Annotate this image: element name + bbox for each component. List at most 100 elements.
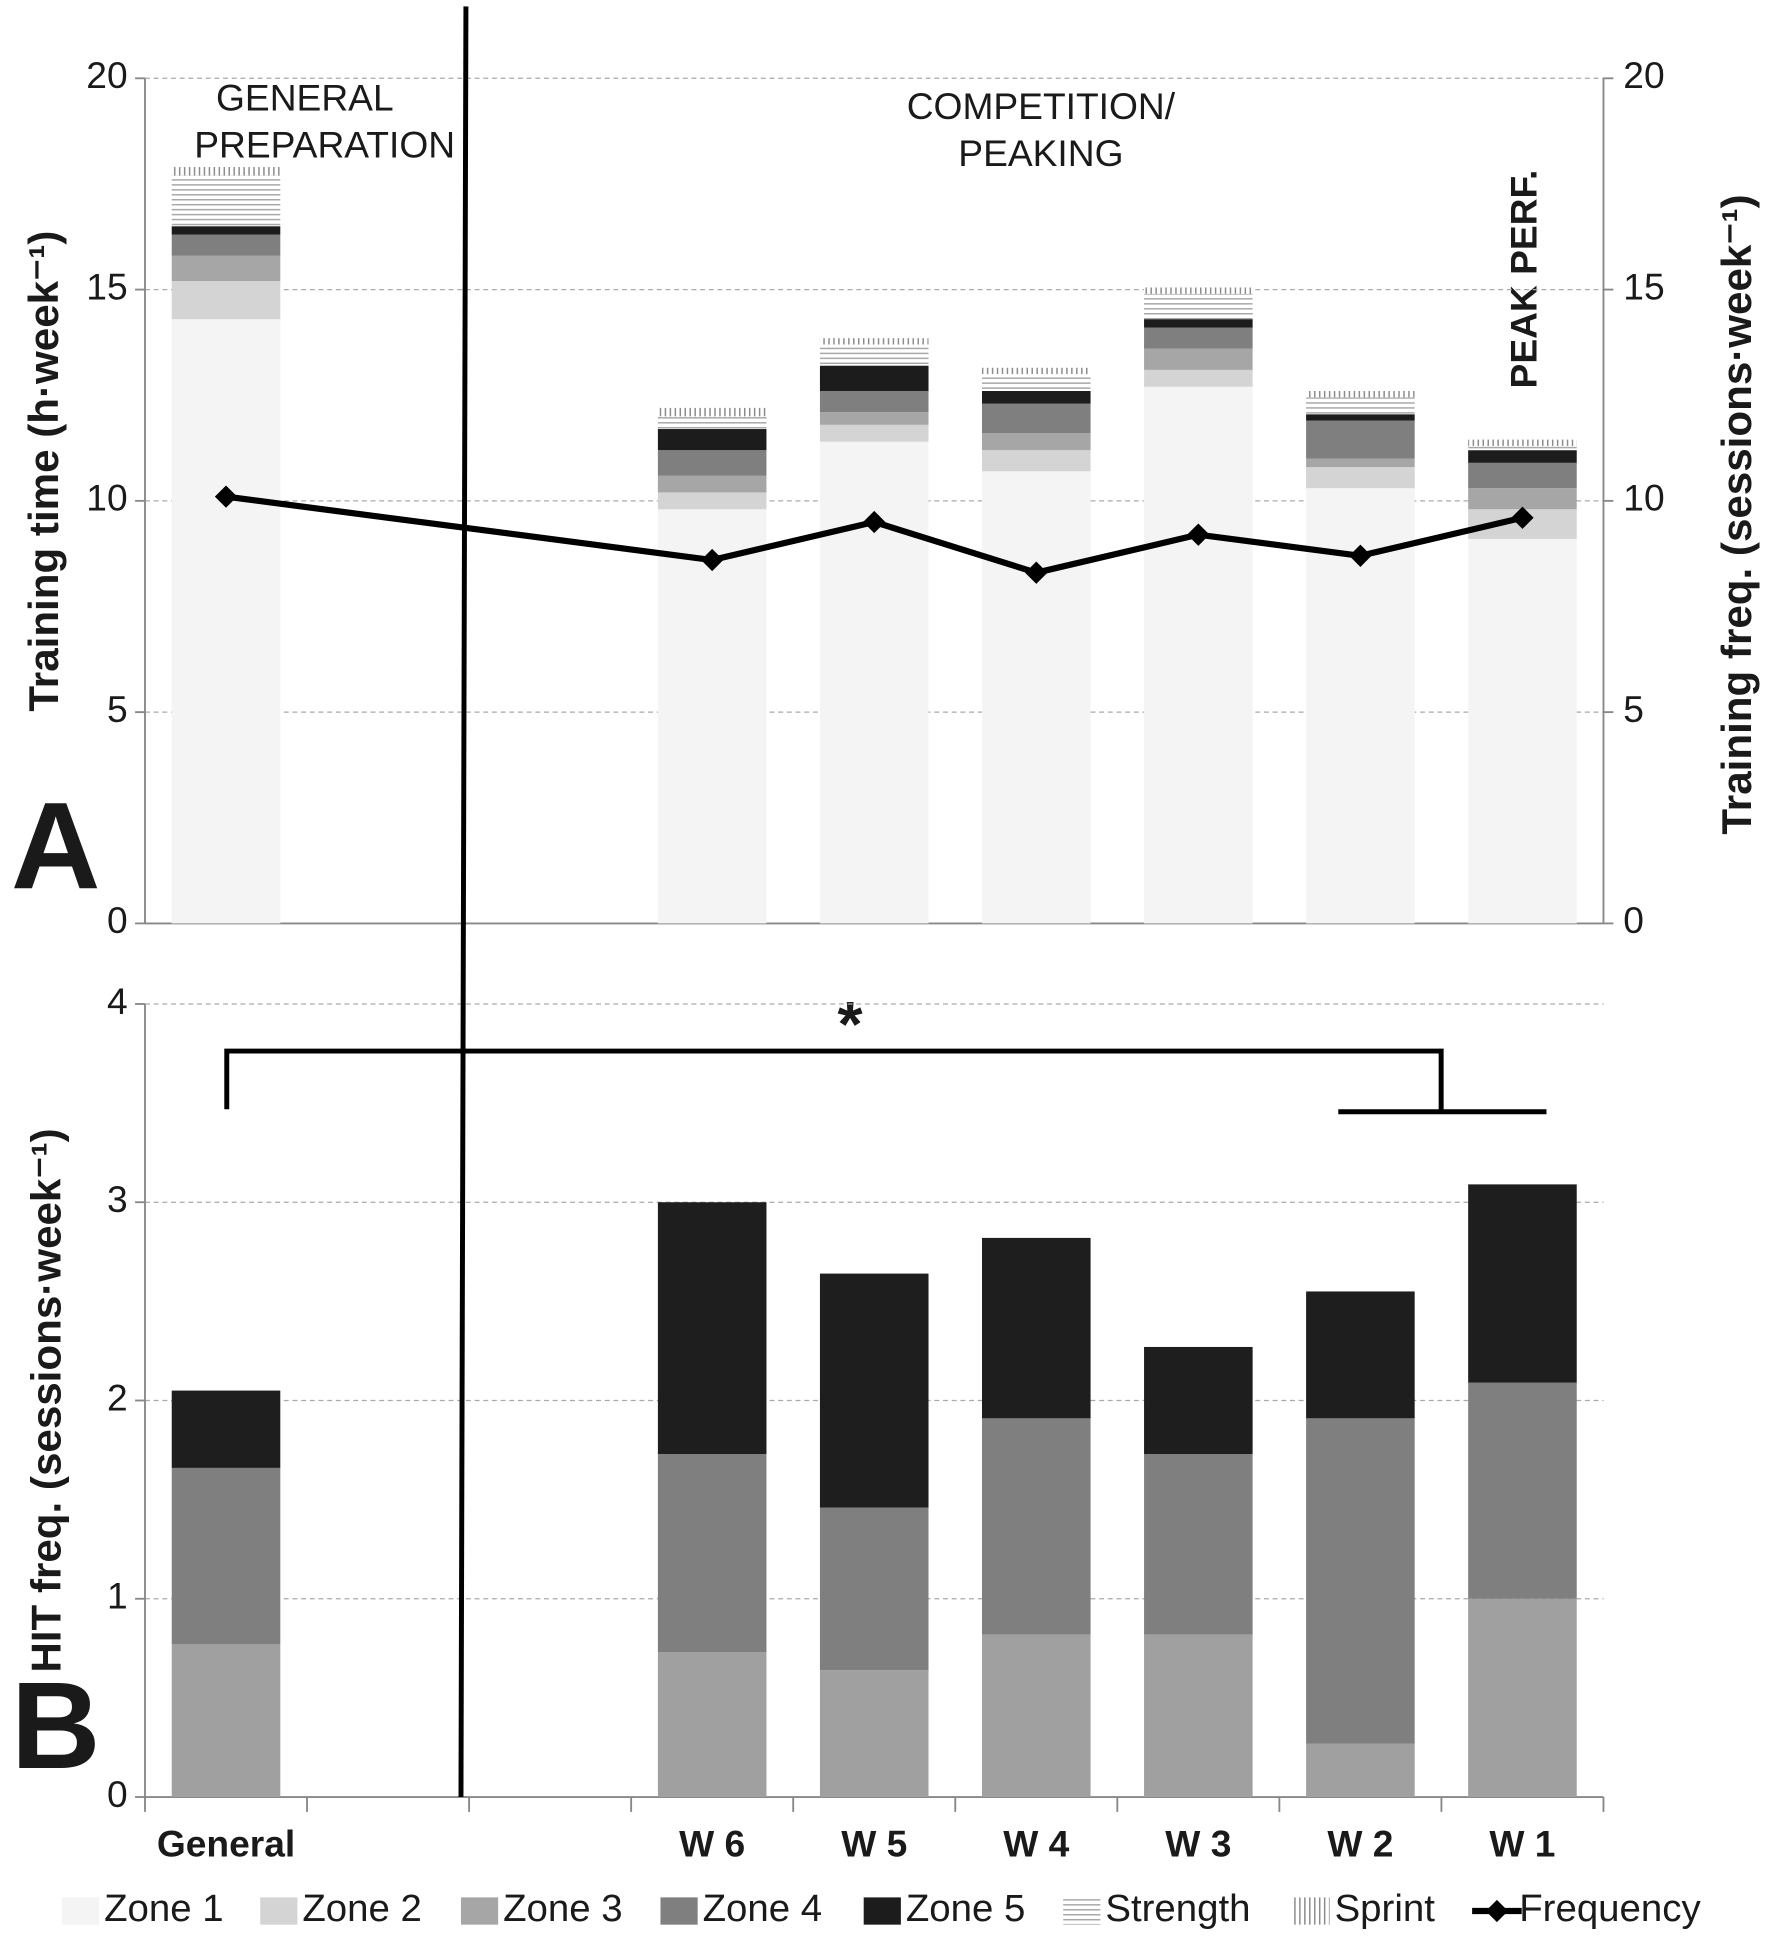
y-axis-title: Training time (h·week⁻¹) bbox=[20, 231, 67, 712]
bar-segment bbox=[171, 1467, 281, 1645]
panel-label: A bbox=[11, 777, 100, 915]
y-tick-label: 10 bbox=[86, 477, 127, 519]
bar-segment bbox=[1468, 462, 1577, 489]
line-marker bbox=[1025, 561, 1048, 584]
y2-tick-label: 15 bbox=[1623, 265, 1664, 307]
bar-segment bbox=[657, 1652, 767, 1798]
x-tick-label: General bbox=[157, 1822, 295, 1864]
x-tick-label: W 4 bbox=[1003, 1822, 1069, 1864]
y-tick-label: 2 bbox=[107, 1376, 128, 1418]
y2-tick-label: 10 bbox=[1623, 477, 1664, 519]
bar-segment bbox=[1306, 390, 1415, 398]
significance-star: * bbox=[838, 988, 863, 1060]
y-tick-label: 0 bbox=[107, 899, 128, 941]
y-tick-label: 0 bbox=[107, 1773, 128, 1815]
legend-swatch bbox=[1063, 1897, 1101, 1925]
bar-segment bbox=[981, 433, 1091, 451]
bar-segment bbox=[657, 492, 767, 510]
line-marker bbox=[214, 485, 238, 508]
line-marker bbox=[863, 510, 886, 534]
bar-segment bbox=[981, 374, 1091, 391]
bar-segment bbox=[1468, 439, 1577, 446]
y-tick-label: 1 bbox=[107, 1575, 128, 1617]
legend-marker bbox=[1485, 1899, 1509, 1923]
legend-label: Frequency bbox=[1519, 1887, 1701, 1930]
bar-segment bbox=[819, 338, 929, 345]
bar-segment bbox=[819, 412, 929, 425]
legend-label: Zone 3 bbox=[503, 1887, 623, 1930]
legend-label: Strength bbox=[1105, 1887, 1250, 1930]
bar-segment bbox=[1144, 348, 1253, 370]
annotation: COMPETITION/ bbox=[907, 85, 1176, 127]
bar-segment bbox=[171, 1644, 281, 1798]
bar-segment bbox=[171, 255, 281, 282]
bar-segment bbox=[171, 319, 281, 924]
y2-tick-label: 5 bbox=[1623, 688, 1644, 730]
y-tick-label: 5 bbox=[107, 688, 128, 730]
y2-tick-label: 20 bbox=[1623, 54, 1664, 96]
bar-segment bbox=[981, 1634, 1091, 1798]
x-tick-label: W 3 bbox=[1165, 1822, 1231, 1864]
y-tick-label: 20 bbox=[86, 54, 127, 96]
y2-tick-label: 0 bbox=[1623, 899, 1644, 941]
bar-segment bbox=[1468, 538, 1577, 924]
line-marker bbox=[701, 548, 724, 572]
bar-segment bbox=[1144, 1634, 1253, 1798]
bar-segment bbox=[1144, 386, 1253, 924]
bar-segment bbox=[1306, 1418, 1415, 1744]
bar-segment bbox=[1306, 420, 1415, 459]
bar-segment bbox=[1306, 467, 1415, 489]
legend-label: Zone 5 bbox=[906, 1887, 1026, 1930]
bar-segment bbox=[1468, 1184, 1577, 1383]
bar-segment bbox=[1306, 397, 1415, 415]
bar-segment bbox=[171, 234, 281, 256]
bar-segment bbox=[819, 1273, 929, 1508]
bar-segment bbox=[657, 416, 767, 430]
phase-divider bbox=[458, 6, 469, 1798]
bar-segment bbox=[1306, 414, 1415, 421]
y-tick-label: 15 bbox=[86, 265, 127, 307]
legend-label: Zone 4 bbox=[703, 1887, 823, 1930]
y-axis-title: HIT freq. (sessions·week⁻¹) bbox=[23, 1128, 70, 1672]
bar-segment bbox=[171, 1390, 281, 1468]
bar-segment bbox=[1468, 445, 1577, 451]
bar-segment bbox=[657, 1454, 767, 1653]
bar-segment bbox=[657, 509, 767, 924]
legend-swatch bbox=[260, 1897, 298, 1925]
legend-swatch bbox=[61, 1897, 100, 1925]
bar-segment bbox=[1468, 488, 1577, 510]
bar-segment bbox=[981, 471, 1091, 924]
legend-swatch bbox=[1292, 1897, 1330, 1925]
bar-segment bbox=[171, 167, 281, 176]
x-tick-label: W 1 bbox=[1489, 1822, 1555, 1864]
bar-segment bbox=[981, 367, 1091, 375]
bar-segment bbox=[171, 175, 281, 227]
bar-segment bbox=[819, 1507, 929, 1671]
bar-segment bbox=[981, 390, 1091, 404]
bar-segment bbox=[981, 450, 1091, 472]
bar-segment bbox=[657, 475, 767, 493]
legend-swatch bbox=[460, 1897, 499, 1925]
bar-segment bbox=[657, 450, 767, 476]
bar-segment bbox=[1144, 287, 1253, 294]
bar-segment bbox=[657, 429, 767, 451]
bar-segment bbox=[171, 226, 281, 235]
y-tick-label: 4 bbox=[107, 980, 128, 1022]
legend-swatch bbox=[863, 1897, 901, 1925]
bar-segment bbox=[819, 344, 929, 366]
bar-segment bbox=[1306, 458, 1415, 468]
bar-segment bbox=[1468, 1598, 1577, 1798]
bar-segment bbox=[1306, 1743, 1415, 1798]
y-tick-label: 3 bbox=[107, 1178, 128, 1220]
legend-label: Sprint bbox=[1335, 1887, 1436, 1930]
x-tick-label: W 5 bbox=[841, 1822, 907, 1864]
y2-axis-title: Training freq. (sessions·week⁻¹) bbox=[1713, 194, 1760, 834]
line-marker bbox=[1349, 544, 1372, 567]
bar-segment bbox=[1468, 450, 1577, 463]
line-marker bbox=[1187, 523, 1210, 546]
bar-segment bbox=[1144, 1454, 1253, 1635]
bar-segment bbox=[1144, 369, 1253, 387]
significance-bracket bbox=[224, 1048, 1547, 1115]
